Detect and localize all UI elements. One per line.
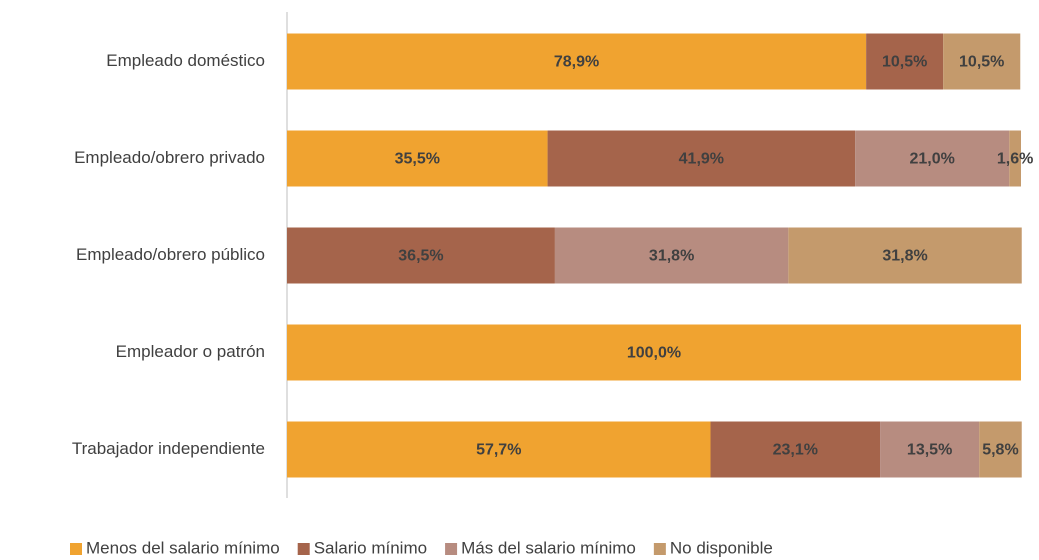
bar-segment bbox=[287, 33, 867, 90]
data-label: 78,9% bbox=[554, 54, 599, 71]
y-tick-label: Empleado/obrero privado bbox=[74, 148, 265, 167]
bar-segment bbox=[554, 227, 789, 284]
bar-segment bbox=[880, 421, 980, 478]
bar-segment bbox=[287, 130, 548, 187]
data-label: 21,0% bbox=[909, 151, 954, 168]
bar-segment bbox=[979, 421, 1022, 478]
bar-segment bbox=[547, 130, 856, 187]
data-label: 36,5% bbox=[398, 248, 443, 265]
data-label: 13,5% bbox=[907, 442, 952, 459]
legend-swatch bbox=[70, 543, 82, 555]
bar-segment bbox=[287, 324, 1021, 381]
legend-swatch bbox=[653, 543, 666, 555]
data-label: 35,5% bbox=[395, 151, 440, 168]
legend-label: Menos del salario mínimo bbox=[86, 538, 280, 557]
legend-swatch bbox=[297, 543, 310, 555]
data-label: 10,5% bbox=[959, 54, 1004, 71]
data-label: 100,0% bbox=[627, 345, 681, 362]
y-tick-label: Empleador o patrón bbox=[116, 342, 265, 361]
bar-segment bbox=[287, 227, 555, 284]
y-tick-label: Empleado doméstico bbox=[106, 51, 265, 70]
y-tick-label: Trabajador independiente bbox=[72, 439, 265, 458]
legend-swatch bbox=[445, 543, 458, 555]
data-label: 57,7% bbox=[476, 442, 521, 459]
data-label: 5,8% bbox=[982, 442, 1018, 459]
data-label: 10,5% bbox=[882, 54, 927, 71]
bar-segment bbox=[710, 421, 881, 478]
data-label: 31,8% bbox=[882, 248, 927, 265]
legend-label: No disponible bbox=[670, 538, 773, 557]
data-label: 31,8% bbox=[649, 248, 694, 265]
data-label: 23,1% bbox=[773, 442, 818, 459]
legend-label: Salario mínimo bbox=[314, 538, 427, 557]
bar-segment bbox=[943, 33, 1021, 90]
bar-segment bbox=[287, 421, 711, 478]
data-label: 41,9% bbox=[679, 151, 724, 168]
bar-segment bbox=[866, 33, 944, 90]
bar-segment bbox=[788, 227, 1022, 284]
data-label: 1,6% bbox=[997, 151, 1033, 168]
y-tick-label: Empleado/obrero público bbox=[76, 245, 265, 264]
bar-segment bbox=[855, 130, 1010, 187]
bar-segment bbox=[1009, 130, 1021, 187]
legend-label: Más del salario mínimo bbox=[461, 538, 636, 557]
